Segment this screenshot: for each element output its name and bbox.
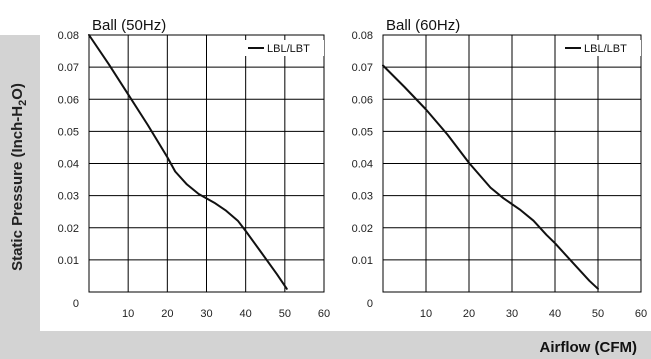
y-tick-label: 0.06 <box>352 94 373 106</box>
y-origin-label: 0 <box>73 298 79 310</box>
legend-label: LBL/LBT <box>267 43 310 55</box>
x-tick-label: 50 <box>592 308 604 320</box>
x-tick-label: 40 <box>240 308 252 320</box>
y-origin-label: 0 <box>367 298 373 310</box>
x-tick-label: 20 <box>463 308 475 320</box>
y-tick-label: 0.06 <box>58 94 79 106</box>
legend-box <box>562 40 641 56</box>
x-tick-label: 20 <box>161 308 173 320</box>
y-tick-label: 0.02 <box>58 223 79 235</box>
chart-ball-50hz: 10 20 30 40 50 60 0.01 0.02 0.03 0.04 0.05 0.06 0.07… <box>58 17 331 320</box>
y-tick-label: 0.07 <box>58 62 79 74</box>
y-tick-label: 0.04 <box>352 159 373 171</box>
left-band <box>0 35 40 359</box>
x-tick-label: 50 <box>279 308 291 320</box>
chart-ball-60hz: 10 20 30 40 50 60 0.01 0.02 0.03 0.04 0.05 0.06 0.07… <box>352 17 648 320</box>
y-tick-label: 0.05 <box>352 126 373 138</box>
y-tick-label: 0.08 <box>58 30 79 42</box>
x-axis-label: Airflow (CFM) <box>540 339 637 356</box>
bottom-band <box>40 331 651 359</box>
x-tick-label: 60 <box>635 308 647 320</box>
x-tick-label: 30 <box>200 308 212 320</box>
x-tick-label: 40 <box>549 308 561 320</box>
y-tick-label: 0.01 <box>58 255 79 267</box>
y-axis-label-main: Static Pressure (Inch-H <box>9 106 26 271</box>
y-tick-label: 0.08 <box>352 30 373 42</box>
y-tick-label: 0.02 <box>352 223 373 235</box>
legend-box <box>245 40 324 56</box>
chart-title: Ball (50Hz) <box>92 17 166 34</box>
x-tick-label: 60 <box>318 308 330 320</box>
plot-frame <box>88 34 325 293</box>
y-tick-label: 0.05 <box>58 126 79 138</box>
legend-label: LBL/LBT <box>584 43 627 55</box>
series-line-lbl-lbt <box>88 34 288 290</box>
y-tick-label: 0.04 <box>58 159 79 171</box>
x-tick-label: 30 <box>506 308 518 320</box>
y-tick-label: 0.07 <box>352 62 373 74</box>
y-axis-label-subscript: 2 <box>17 100 29 106</box>
y-tick-label: 0.01 <box>352 255 373 267</box>
plot-frame <box>382 34 642 293</box>
y-tick-label: 0.03 <box>352 191 373 203</box>
x-tick-label: 10 <box>122 308 134 320</box>
background-bands <box>0 35 651 359</box>
x-tick-label: 10 <box>420 308 432 320</box>
y-tick-label: 0.03 <box>58 191 79 203</box>
y-axis-label-tail: O) <box>9 83 26 100</box>
chart-title: Ball (60Hz) <box>386 17 460 34</box>
series-line-lbl-lbt <box>382 64 599 290</box>
y-axis-label: Static Pressure (Inch-H2O) <box>9 83 29 271</box>
